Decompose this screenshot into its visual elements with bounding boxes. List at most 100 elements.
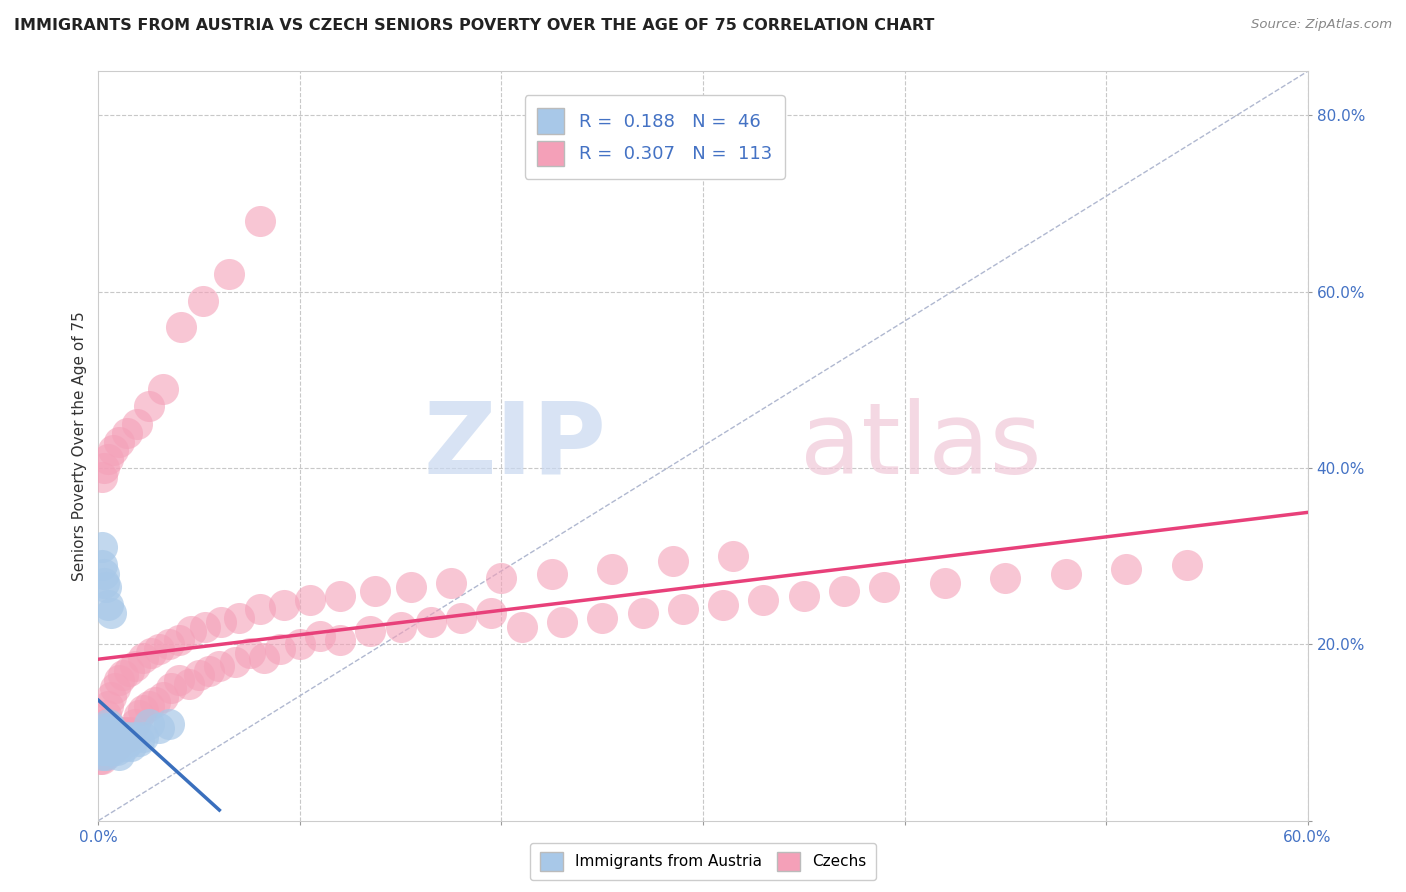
Point — [118, 730, 141, 744]
Point — [96, 725, 118, 739]
Point — [152, 690, 174, 705]
Point — [934, 575, 956, 590]
Legend: R =  0.188   N =  46, R =  0.307   N =  113: R = 0.188 N = 46, R = 0.307 N = 113 — [524, 95, 785, 179]
Point — [128, 734, 150, 748]
Point — [399, 580, 422, 594]
Point — [105, 739, 128, 753]
Point — [228, 611, 250, 625]
Point — [110, 730, 132, 744]
Point — [96, 747, 118, 762]
Point — [128, 707, 150, 722]
Point — [114, 730, 136, 744]
Point — [752, 593, 775, 607]
Point — [114, 739, 136, 753]
Text: ZIP: ZIP — [423, 398, 606, 494]
Point — [91, 747, 114, 762]
Point — [111, 734, 134, 748]
Point — [105, 734, 128, 748]
Point — [115, 730, 138, 744]
Point — [89, 752, 111, 766]
Point — [96, 721, 118, 735]
Point — [193, 293, 215, 308]
Point — [93, 566, 115, 581]
Point — [93, 725, 115, 739]
Point — [481, 607, 503, 621]
Point — [723, 549, 745, 564]
Point — [711, 598, 734, 612]
Point — [363, 584, 385, 599]
Point — [832, 584, 855, 599]
Point — [93, 716, 115, 731]
Point — [97, 739, 120, 753]
Point — [152, 382, 174, 396]
Point — [138, 716, 160, 731]
Point — [132, 650, 155, 665]
Point — [91, 558, 114, 572]
Point — [167, 632, 190, 647]
Point — [110, 730, 132, 744]
Point — [97, 716, 120, 731]
Point — [299, 593, 322, 607]
Point — [93, 739, 115, 753]
Point — [179, 677, 201, 691]
Point — [132, 730, 155, 744]
Point — [107, 739, 129, 753]
Point — [96, 739, 118, 753]
Point — [269, 641, 291, 656]
Point — [91, 470, 114, 484]
Point — [218, 267, 240, 281]
Point — [170, 320, 193, 334]
Point — [420, 615, 443, 630]
Point — [994, 571, 1017, 585]
Point — [91, 743, 114, 757]
Point — [157, 716, 180, 731]
Point — [101, 743, 124, 757]
Point — [101, 725, 124, 739]
Point — [103, 730, 125, 744]
Point — [100, 721, 122, 735]
Point — [873, 580, 896, 594]
Point — [793, 589, 815, 603]
Point — [97, 699, 120, 714]
Point — [100, 607, 122, 621]
Point — [107, 434, 129, 449]
Point — [160, 681, 183, 696]
Point — [96, 707, 118, 722]
Point — [93, 734, 115, 748]
Point — [103, 725, 125, 739]
Point — [91, 734, 114, 748]
Point — [329, 589, 352, 603]
Y-axis label: Seniors Poverty Over the Age of 75: Seniors Poverty Over the Age of 75 — [72, 311, 87, 581]
Point — [309, 628, 332, 642]
Text: IMMIGRANTS FROM AUSTRIA VS CZECH SENIORS POVERTY OVER THE AGE OF 75 CORRELATION : IMMIGRANTS FROM AUSTRIA VS CZECH SENIORS… — [14, 18, 935, 33]
Point — [209, 615, 232, 630]
Point — [93, 575, 115, 590]
Point — [360, 624, 382, 639]
Point — [208, 659, 231, 673]
Point — [138, 400, 160, 414]
Point — [107, 747, 129, 762]
Point — [103, 739, 125, 753]
Point — [91, 752, 114, 766]
Point — [100, 743, 122, 757]
Point — [97, 452, 120, 467]
Point — [100, 690, 122, 705]
Text: atlas: atlas — [800, 398, 1042, 494]
Point — [148, 641, 170, 656]
Point — [93, 747, 115, 762]
Point — [188, 668, 211, 682]
Point — [540, 566, 562, 581]
Point — [93, 461, 115, 475]
Point — [96, 743, 118, 757]
Point — [253, 650, 276, 665]
Point — [91, 739, 114, 753]
Point — [100, 725, 122, 739]
Point — [124, 730, 146, 744]
Point — [672, 602, 695, 616]
Point — [1115, 562, 1137, 576]
Point — [273, 598, 295, 612]
Point — [100, 739, 122, 753]
Point — [224, 655, 246, 669]
Point — [107, 734, 129, 748]
Point — [194, 620, 217, 634]
